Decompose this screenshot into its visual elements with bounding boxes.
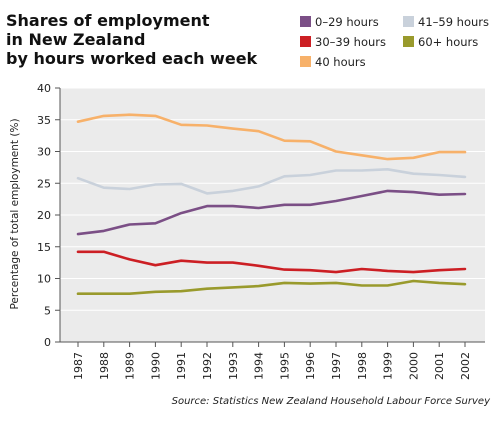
series-line-2 bbox=[76, 250, 467, 274]
y-tick-label-30: 30 bbox=[37, 146, 51, 159]
axes bbox=[55, 87, 485, 347]
x-tick-label-1996: 1996 bbox=[304, 352, 317, 380]
title-line-2: in New Zealand bbox=[6, 30, 145, 49]
y-tick-label-35: 35 bbox=[37, 114, 51, 127]
legend: 0–29 hours 41–59 hours 30–39 hours 60+ hour… bbox=[300, 15, 489, 69]
chart-title: Shares of employment in New Zealand by h… bbox=[6, 11, 258, 68]
legend-swatch-2 bbox=[300, 36, 311, 47]
legend-swatch-0 bbox=[300, 16, 311, 27]
y-tick-label-0: 0 bbox=[44, 336, 51, 349]
x-tick-label-1987: 1987 bbox=[72, 352, 85, 380]
legend-swatch-1 bbox=[403, 16, 414, 27]
x-tick-label-1989: 1989 bbox=[124, 352, 137, 380]
x-tick-label-1995: 1995 bbox=[278, 352, 291, 380]
y-tick-label-20: 20 bbox=[37, 209, 51, 222]
source-note: Source: Statistics New Zealand Household… bbox=[172, 396, 491, 407]
x-tick-label-1988: 1988 bbox=[98, 352, 111, 380]
x-tick-label-2000: 2000 bbox=[407, 352, 420, 380]
y-tick-label-5: 5 bbox=[44, 304, 51, 317]
series-line-0 bbox=[76, 189, 467, 236]
legend-label-0: 0–29 hours bbox=[315, 15, 379, 29]
x-tick-label-1998: 1998 bbox=[356, 352, 369, 380]
x-tick-label-1992: 1992 bbox=[201, 352, 214, 380]
y-tick-label-15: 15 bbox=[37, 241, 51, 254]
legend-swatch-3 bbox=[403, 36, 414, 47]
y-axis-label: Percentage of total employment (%) bbox=[9, 118, 21, 309]
x-tick-labels: 1987 1988 1989 1990 1991 1992 1993 1994 1995 1996… bbox=[72, 352, 472, 380]
legend-label-2: 30–39 hours bbox=[315, 35, 386, 49]
series-line-1 bbox=[76, 168, 467, 195]
legend-label-4: 40 hours bbox=[315, 55, 366, 69]
x-tick-label-1991: 1991 bbox=[175, 352, 188, 380]
y-tick-label-25: 25 bbox=[37, 177, 51, 190]
series-layer bbox=[76, 113, 467, 296]
title-line-1: Shares of employment bbox=[6, 11, 210, 30]
y-tick-label-40: 40 bbox=[37, 82, 51, 95]
series-line-3 bbox=[76, 279, 467, 296]
legend-label-1: 41–59 hours bbox=[418, 15, 489, 29]
y-tick-labels: 0 5 10 15 20 25 30 35 40 bbox=[37, 82, 51, 349]
y-tick-label-10: 10 bbox=[37, 273, 51, 286]
legend-label-3: 60+ hours bbox=[418, 35, 478, 49]
series-line-4 bbox=[76, 113, 467, 161]
x-tick-label-1994: 1994 bbox=[253, 352, 266, 380]
gridlines bbox=[60, 87, 485, 311]
legend-swatch-4 bbox=[300, 56, 311, 67]
x-tick-label-2002: 2002 bbox=[459, 352, 472, 380]
title-line-3: by hours worked each week bbox=[6, 49, 258, 68]
x-tick-label-1997: 1997 bbox=[330, 352, 343, 380]
x-tick-label-1990: 1990 bbox=[149, 352, 162, 380]
x-tick-label-1993: 1993 bbox=[227, 352, 240, 380]
x-tick-label-1999: 1999 bbox=[382, 352, 395, 380]
x-tick-label-2001: 2001 bbox=[433, 352, 446, 380]
